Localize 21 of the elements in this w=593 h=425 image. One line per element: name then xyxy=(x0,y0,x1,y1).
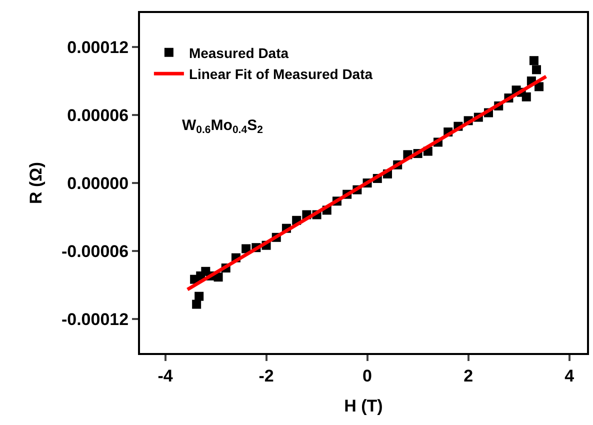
x-tick-label: 0 xyxy=(362,366,372,386)
point xyxy=(529,56,538,66)
y-tick-label: -0.00012 xyxy=(61,310,129,329)
y-axis-title: R (Ω) xyxy=(26,162,46,204)
point xyxy=(242,244,251,254)
legend-label: Linear Fit of Measured Data xyxy=(188,66,373,82)
y-tick-label: -0.00006 xyxy=(61,242,129,261)
x-tick-label: 4 xyxy=(564,366,575,386)
x-axis-title: H (T) xyxy=(344,396,383,416)
point xyxy=(522,92,531,102)
x-tick-label: 2 xyxy=(464,366,474,386)
point xyxy=(194,292,204,301)
x-tick-label: -4 xyxy=(158,366,174,386)
point xyxy=(532,65,541,74)
y-tick-label: 0.00012 xyxy=(67,38,129,57)
y-tick-label: 0.00000 xyxy=(67,174,129,193)
y-tick-label: 0.00006 xyxy=(67,106,129,125)
annotation: W$_{0.6}$Mo$_{0.4}$S$_{2}$ xyxy=(182,117,264,136)
legend-label: Measured Data xyxy=(188,44,289,61)
point xyxy=(192,300,202,309)
x-tick-label: -2 xyxy=(258,366,274,386)
